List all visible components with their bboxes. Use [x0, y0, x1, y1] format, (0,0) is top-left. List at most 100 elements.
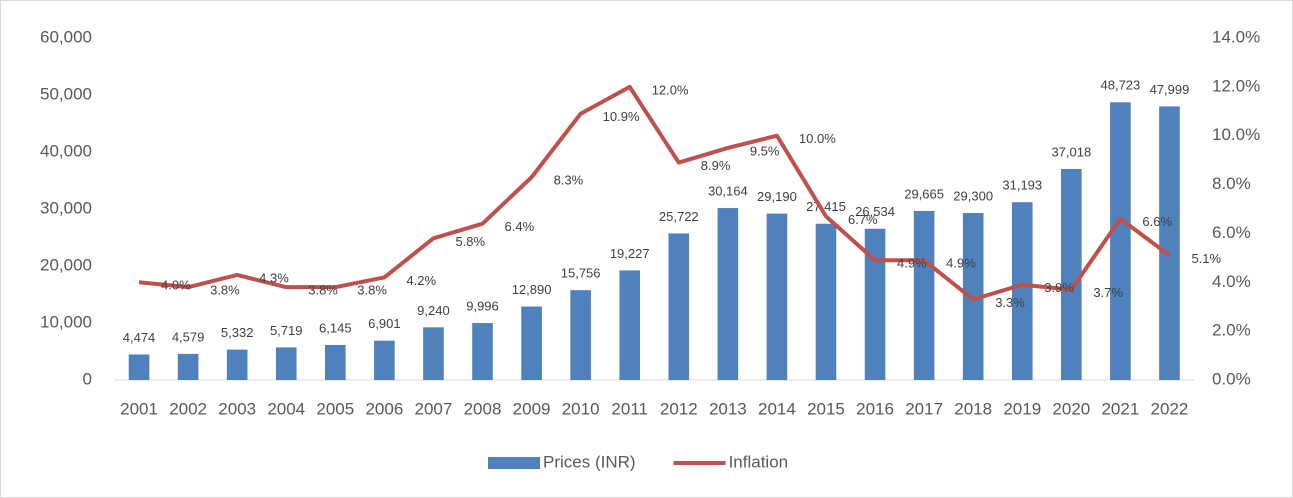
line-value-label: 5.1%	[1191, 251, 1221, 266]
line-value-label: 3.8%	[308, 283, 338, 298]
bar	[619, 270, 641, 380]
y-tick-label: 10,000	[40, 312, 92, 331]
x-tick-label: 2001	[120, 399, 158, 418]
bar	[423, 327, 444, 380]
bar-value-label: 15,756	[561, 266, 601, 281]
x-tick-label: 2002	[169, 399, 207, 418]
line-value-label: 10.0%	[799, 131, 836, 146]
x-tick-label: 2017	[905, 399, 943, 418]
y2-tick-label: 6.0%	[1212, 223, 1251, 242]
line-value-label: 4.2%	[406, 273, 436, 288]
bar	[815, 223, 837, 380]
x-tick-label: 2020	[1052, 399, 1090, 418]
bar-value-label: 5,719	[270, 323, 303, 338]
y-tick-label: 50,000	[40, 84, 92, 103]
bar-value-label: 27,415	[806, 199, 846, 214]
line-value-label: 4.0%	[161, 278, 191, 293]
y2-tick-label: 14.0%	[1212, 27, 1260, 46]
bar-value-label: 29,300	[953, 188, 993, 203]
bar	[668, 233, 690, 380]
line-value-label: 5.8%	[455, 234, 485, 249]
bar	[1061, 168, 1082, 380]
line-value-label: 6.6%	[1142, 214, 1172, 229]
bar	[1110, 102, 1131, 380]
bar	[226, 349, 248, 380]
line-value-label: 3.8%	[357, 283, 387, 298]
line-value-label: 3.3%	[995, 295, 1025, 310]
bar	[1011, 202, 1033, 380]
bar-value-label: 29,665	[904, 186, 944, 201]
x-tick-label: 2005	[316, 399, 354, 418]
legend-label: Inflation	[729, 452, 789, 471]
y2-tick-label: 10.0%	[1212, 125, 1260, 144]
bar-value-label: 5,332	[221, 325, 254, 340]
bar	[325, 344, 346, 380]
y2-tick-label: 8.0%	[1212, 174, 1251, 193]
bar-value-label: 9,240	[417, 303, 450, 318]
bar	[962, 212, 984, 380]
x-tick-label: 2007	[415, 399, 453, 418]
x-tick-label: 2016	[856, 399, 894, 418]
x-tick-label: 2022	[1151, 399, 1189, 418]
bar	[717, 208, 739, 380]
bar	[1159, 106, 1180, 380]
bar-value-label: 30,164	[708, 184, 748, 199]
line-value-label: 4.9%	[946, 256, 976, 271]
bar-value-label: 29,190	[757, 189, 797, 204]
y-tick-label: 0	[83, 369, 92, 388]
x-tick-label: 2004	[267, 399, 305, 418]
legend-swatch	[488, 457, 540, 469]
line-value-label: 9.5%	[750, 143, 780, 158]
x-tick-label: 2003	[218, 399, 256, 418]
bar-value-label: 37,018	[1051, 144, 1091, 159]
x-tick-label: 2019	[1003, 399, 1041, 418]
bar	[570, 290, 591, 380]
line-value-label: 8.9%	[701, 158, 731, 173]
bar	[864, 228, 886, 380]
x-tick-label: 2010	[562, 399, 600, 418]
x-tick-label: 2011	[611, 399, 648, 418]
bar-value-label: 31,193	[1002, 178, 1042, 193]
y-tick-label: 40,000	[40, 141, 92, 160]
bar	[521, 306, 542, 380]
bar	[177, 353, 199, 380]
line-value-label: 10.9%	[603, 109, 640, 124]
y2-tick-label: 12.0%	[1212, 76, 1260, 95]
bar	[275, 347, 297, 380]
x-tick-label: 2018	[954, 399, 992, 418]
bar-value-label: 48,723	[1101, 78, 1141, 93]
x-tick-label: 2021	[1101, 399, 1139, 418]
y-tick-label: 20,000	[40, 255, 92, 274]
bar	[472, 323, 493, 380]
x-tick-label: 2013	[709, 399, 747, 418]
x-tick-label: 2015	[807, 399, 845, 418]
bar-value-label: 4,579	[172, 329, 205, 344]
line-value-label: 6.7%	[848, 212, 878, 227]
line-value-label: 3.9%	[1044, 280, 1074, 295]
bar	[374, 340, 395, 380]
x-tick-label: 2008	[464, 399, 502, 418]
x-tick-label: 2006	[365, 399, 403, 418]
bar	[766, 213, 788, 380]
bar-value-label: 6,145	[319, 320, 352, 335]
bar-value-label: 12,890	[512, 282, 552, 297]
y2-tick-label: 4.0%	[1212, 272, 1251, 291]
line-value-label: 4.3%	[259, 270, 289, 285]
bar-value-label: 19,227	[610, 246, 650, 261]
bar	[128, 354, 150, 380]
line-value-label: 6.4%	[505, 219, 535, 234]
bar-value-label: 47,999	[1150, 82, 1190, 97]
line	[138, 84, 1171, 302]
x-tick-label: 2009	[513, 399, 551, 418]
line-value-label: 4.9%	[897, 256, 927, 271]
x-tick-label: 2012	[660, 399, 698, 418]
y2-tick-label: 0.0%	[1212, 369, 1251, 388]
y-tick-label: 30,000	[40, 198, 92, 217]
y-tick-label: 60,000	[40, 27, 92, 46]
line-value-label: 3.7%	[1093, 285, 1123, 300]
bar-value-label: 26,534	[855, 204, 895, 219]
legend-label: Prices (INR)	[543, 452, 636, 471]
x-tick-label: 2014	[758, 399, 796, 418]
y2-tick-label: 2.0%	[1212, 321, 1251, 340]
line-value-label: 12.0%	[652, 82, 689, 97]
